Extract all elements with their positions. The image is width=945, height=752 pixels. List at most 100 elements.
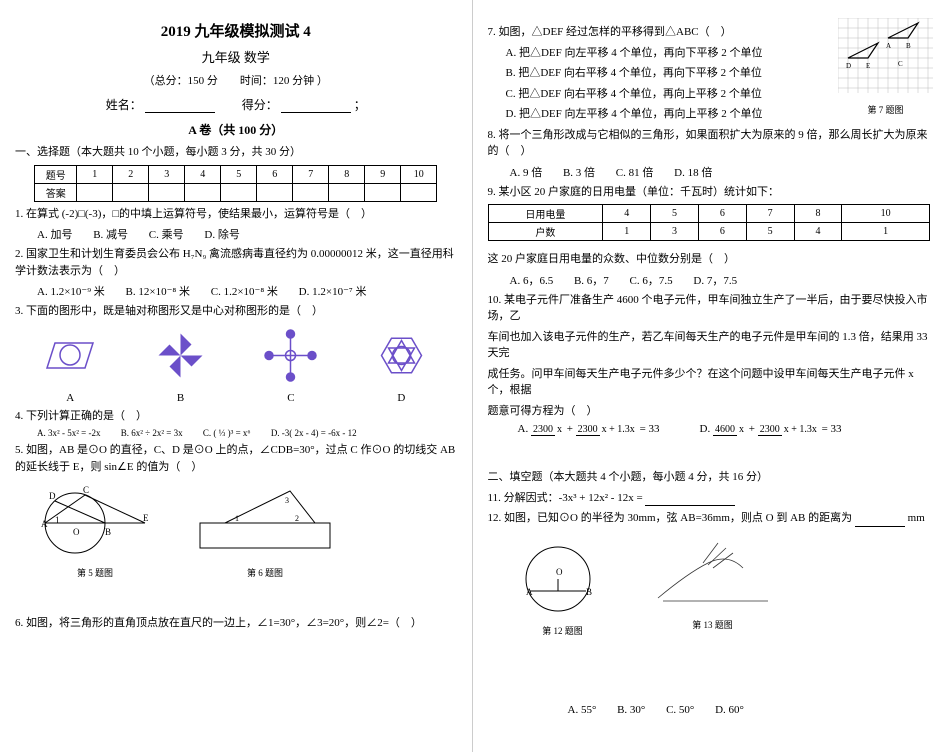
bot-opt-c: C. 50° xyxy=(666,704,694,716)
q9-text2: 这 20 户家庭日用电量的众数、中位数分别是（ ） xyxy=(488,251,931,268)
q10-text2: 车间也加入该电子元件的生产，若乙车间每天生产的电子元件是甲车间的 1.3 倍，结… xyxy=(488,329,931,362)
table-row: 日用电量 4 5 6 7 8 10 xyxy=(488,205,930,223)
svg-text:A: A xyxy=(886,42,891,50)
label-b: B xyxy=(146,392,216,404)
q6-text: 6. 如图，将三角形的直角顶点放在直尺的一边上，∠1=30°，∠3=20°，则∠… xyxy=(15,615,457,632)
grid-label: 题号 xyxy=(35,165,77,183)
shape-d-hexagon-star xyxy=(366,328,436,383)
q4-text: 4. 下列计算正确的是（ ） xyxy=(15,408,457,425)
score-label: 得分： xyxy=(242,98,278,112)
table-row: 题号 1 2 3 4 5 6 7 8 9 10 xyxy=(35,165,437,183)
svg-text:B: B xyxy=(906,42,911,50)
svg-text:A: A xyxy=(41,519,48,529)
svg-text:E: E xyxy=(143,513,149,523)
svg-text:C: C xyxy=(898,60,903,68)
svg-text:D: D xyxy=(49,491,56,501)
left-column: 2019 九年级模拟测试 4 九年级 数学 （总分：150 分 时间：120 分… xyxy=(0,0,473,752)
score-time: （总分：150 分 时间：120 分钟 ） xyxy=(15,72,457,88)
fig-q13: 第 13 题图 xyxy=(648,533,778,639)
eq-a: A. 2300x + 2300x + 1.3x = 33 xyxy=(518,423,660,435)
svg-text:1: 1 xyxy=(55,515,60,525)
bot-opt-a: A. 55° xyxy=(568,704,597,716)
semicolon: ； xyxy=(354,98,366,112)
section2-title: 二、填空题（本大题共 4 个小题，每小题 4 分，共 16 分） xyxy=(488,469,931,486)
q2-opt-c: C. 1.2×10⁻⁸ 米 xyxy=(211,283,278,299)
q12-unit: mm xyxy=(908,512,925,524)
score-blank xyxy=(281,99,351,113)
svg-text:B: B xyxy=(105,527,111,537)
shapes-row xyxy=(15,326,457,386)
q12-text: 12. 如图，已知⊙O 的半径为 30mm，弦 AB=36mm，则点 O 到 A… xyxy=(488,512,853,524)
q11-text: 11. 分解因式：-3x³ + 12x² - 12x = xyxy=(488,492,646,504)
label-d: D xyxy=(366,392,436,404)
fig-q6: 1 3 2 第 6 题图 xyxy=(195,481,335,579)
section1-title: 一、选择题（本大题共 10 个小题，每小题 3 分，共 30 分） xyxy=(15,144,457,161)
right-column: AB C DE 第 7 题图 7. 如图，△DEF 经过怎样的平移得到△ABC（… xyxy=(473,0,945,752)
q9-opt-a: A. 6，6.5 xyxy=(510,272,554,288)
q9-opt-c: C. 6，7.5 xyxy=(630,272,673,288)
q2-opt-a: A. 1.2×10⁻⁹ 米 xyxy=(37,283,105,299)
q8-opt-b: B. 3 倍 xyxy=(563,164,595,180)
q1-text: 1. 在算式 (-2)□(-3)，□的中填上运算符号，使结果最小，运算符号是（ … xyxy=(15,206,457,223)
q4-opt-a: A. 3x² - 5x² = -2x xyxy=(37,428,100,438)
q4-opts: A. 3x² - 5x² = -2x B. 6x² ÷ 2x² = 3x C. … xyxy=(15,428,457,438)
q5-text: 5. 如图，AB 是⊙O 的直径，C、D 是⊙O 上的点，∠CDB=30°，过点… xyxy=(15,442,457,475)
fig12-caption: 第 12 题图 xyxy=(518,624,608,637)
table-row: 户数 1 3 6 5 4 1 xyxy=(488,223,930,241)
q9-opt-b: B. 6，7 xyxy=(574,272,609,288)
main-title: 2019 九年级模拟测试 4 xyxy=(15,20,457,41)
fig13-caption: 第 13 题图 xyxy=(648,618,778,631)
q10-equations: A. 2300x + 2300x + 1.3x = 33 D. 4600x + … xyxy=(488,423,931,435)
q9-table: 日用电量 4 5 6 7 8 10 户数 1 3 6 5 4 1 xyxy=(488,204,931,241)
fig-q12: O A B 第 12 题图 xyxy=(518,539,608,637)
fig5-caption: 第 5 题图 xyxy=(35,566,155,579)
shape-b-pinwheel xyxy=(146,328,216,383)
q1-opts: A. 加号 B. 减号 C. 乘号 D. 除号 xyxy=(15,226,457,242)
q3-text: 3. 下面的图形中，既是轴对称图形又是中心对称图形的是（ ） xyxy=(15,303,457,320)
name-blank xyxy=(145,99,215,113)
geom-figures: A O B C D E 1 第 5 题图 1 3 2 第 6 题图 xyxy=(35,481,457,579)
q7-caption: 第 7 题图 xyxy=(838,103,933,116)
subtitle: 九年级 数学 xyxy=(15,47,457,66)
q9-opt-d: D. 7，7.5 xyxy=(693,272,737,288)
shape-labels: A B C D xyxy=(15,392,457,404)
q2-opts: A. 1.2×10⁻⁹ 米 B. 12×10⁻⁸ 米 C. 1.2×10⁻⁸ 米… xyxy=(15,283,457,299)
grid-ans-label: 答案 xyxy=(35,183,77,201)
q11: 11. 分解因式：-3x³ + 12x² - 12x = xyxy=(488,490,931,507)
q2-text: 2. 国家卫生和计划生育委员会公布 H₇N₉ 禽流感病毒直径约为 0.00000… xyxy=(15,246,457,279)
fill-figures: O A B 第 12 题图 第 13 题图 xyxy=(508,533,931,639)
q10-text4: 题意可得方程为（ ） xyxy=(488,403,931,420)
q4-opt-d: D. -3( 2x - 4) = -6x - 12 xyxy=(271,428,357,438)
svg-text:1: 1 xyxy=(235,514,239,523)
label-c: C xyxy=(256,392,326,404)
shape-c-dots-cross xyxy=(256,328,326,383)
svg-text:2: 2 xyxy=(295,514,299,523)
svg-text:O: O xyxy=(556,567,563,577)
table-row: 答案 xyxy=(35,183,437,201)
q9-r1-label: 日用电量 xyxy=(488,205,603,223)
q12-blank xyxy=(855,513,905,527)
shape-a-parallelogram-circle xyxy=(35,328,105,383)
svg-text:E: E xyxy=(866,62,870,70)
q8-opt-d: D. 18 倍 xyxy=(674,164,712,180)
q7-figure: A B C D E 第 7 题图 xyxy=(838,18,933,116)
q1-opt-d: D. 除号 xyxy=(204,226,239,242)
q2-opt-d: D. 1.2×10⁻⁷ 米 xyxy=(299,283,367,299)
q9-text: 9. 某小区 20 户家庭的日用电量（单位：千瓦时）统计如下： xyxy=(488,184,931,201)
q12: 12. 如图，已知⊙O 的半径为 30mm，弦 AB=36mm，则点 O 到 A… xyxy=(488,510,931,527)
svg-text:3: 3 xyxy=(285,496,289,505)
q1-opt-b: B. 减号 xyxy=(93,226,128,242)
q8-opts: A. 9 倍 B. 3 倍 C. 81 倍 D. 18 倍 xyxy=(488,164,931,180)
svg-text:B: B xyxy=(586,587,592,597)
answer-grid: 题号 1 2 3 4 5 6 7 8 9 10 答案 xyxy=(34,165,437,202)
q8-opt-a: A. 9 倍 xyxy=(510,164,543,180)
name-score-line: 姓名： 得分： ； xyxy=(15,96,457,113)
svg-text:D: D xyxy=(846,62,851,70)
svg-text:O: O xyxy=(73,527,80,537)
bottom-opts: A. 55° B. 30° C. 50° D. 60° xyxy=(488,704,931,716)
q1-opt-c: C. 乘号 xyxy=(149,226,184,242)
q9-r2-label: 户数 xyxy=(488,223,603,241)
bot-opt-b: B. 30° xyxy=(617,704,645,716)
label-a: A xyxy=(35,392,105,404)
paper-a-title: A 卷（共 100 分） xyxy=(15,121,457,138)
